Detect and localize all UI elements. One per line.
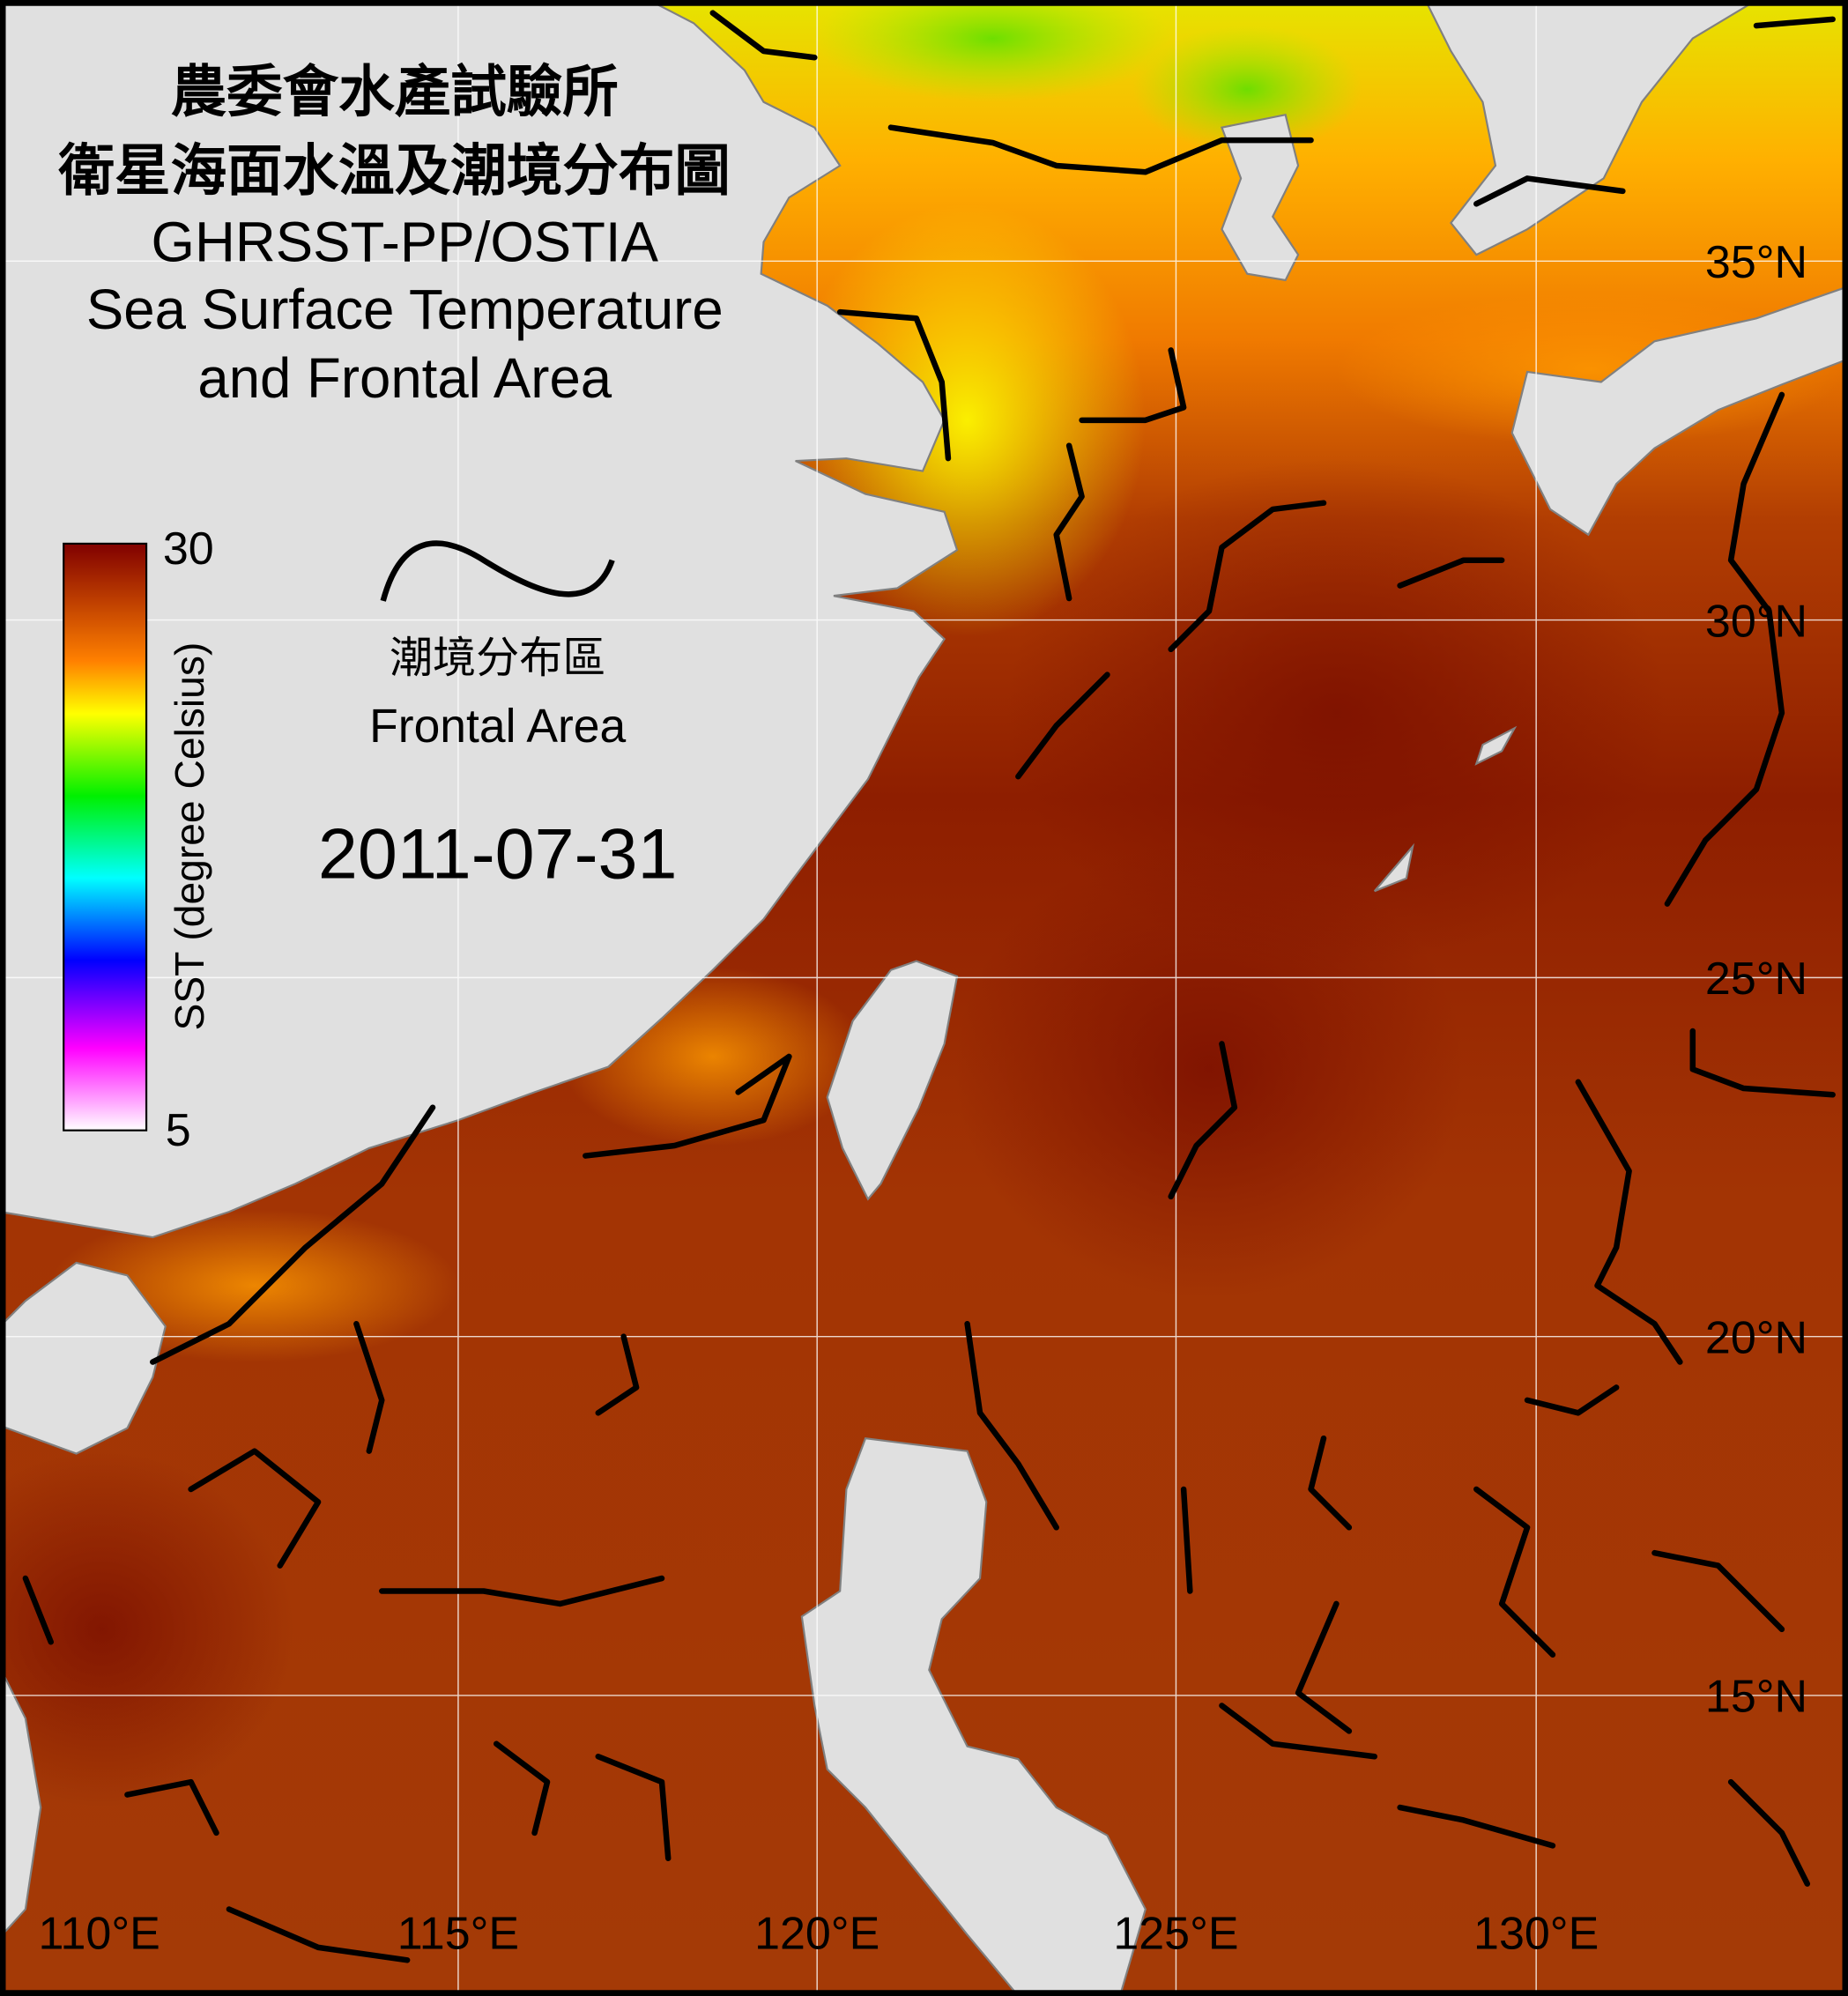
lon-label-120e: 120°E bbox=[754, 1908, 879, 1959]
frontal-line bbox=[595, 1333, 640, 1416]
frontal-line bbox=[124, 1778, 219, 1836]
frontal-line bbox=[379, 1575, 665, 1607]
colorbar-title: SST (degree Celsius) bbox=[167, 642, 212, 1031]
latitude-labels: 35°N 30°N 25°N 20°N 15°N bbox=[1705, 237, 1807, 1723]
frontal-line bbox=[1397, 557, 1505, 589]
frontal-line bbox=[1664, 391, 1785, 907]
frontal-line bbox=[1575, 1079, 1683, 1365]
frontal-line bbox=[709, 10, 818, 61]
china-mainland bbox=[0, 0, 959, 1239]
warm-pool bbox=[1005, 458, 1667, 968]
colorbar: 30 5 SST (degree Celsius) bbox=[63, 523, 214, 1156]
lon-label-125e: 125°E bbox=[1113, 1908, 1238, 1959]
frontal-line bbox=[353, 1320, 385, 1454]
japan bbox=[1510, 286, 1848, 537]
title-chinese: 衛星海面水溫及潮境分布圖 bbox=[58, 137, 731, 203]
lat-label-35n: 35°N bbox=[1705, 237, 1807, 288]
colorbar-max-label: 30 bbox=[163, 523, 214, 575]
warm-pool bbox=[954, 840, 1464, 1299]
frontal-line bbox=[1651, 1549, 1785, 1633]
hainan bbox=[0, 1261, 167, 1455]
lon-label-130e: 130°E bbox=[1473, 1908, 1599, 1959]
frontal-line bbox=[1473, 1486, 1556, 1658]
okinawa-island bbox=[1474, 725, 1518, 766]
vietnam bbox=[0, 1666, 42, 1939]
longitude-labels: 110°E 115°E 120°E 125°E 130°E bbox=[38, 1908, 1599, 1959]
frontal-legend: 潮境分布區 Frontal Area bbox=[369, 540, 626, 753]
frontal-lines bbox=[22, 10, 1836, 1963]
frontal-line bbox=[1397, 1804, 1556, 1849]
frontal-line bbox=[1053, 442, 1085, 602]
frontal-line bbox=[1473, 175, 1626, 207]
frontal-line bbox=[595, 1754, 672, 1862]
legend-label-zh: 潮境分布區 bbox=[390, 632, 605, 683]
frontal-line bbox=[22, 1575, 55, 1645]
title-block: 農委會水產試驗所 衛星海面水溫及潮境分布圖 GHRSST-PP/OSTIA Se… bbox=[58, 59, 731, 410]
title-english-1: Sea Surface Temperature bbox=[86, 278, 724, 341]
taiwan bbox=[826, 960, 959, 1201]
lat-label-20n: 20°N bbox=[1705, 1312, 1807, 1363]
frontal-line bbox=[1219, 1703, 1378, 1760]
frontal-line bbox=[1168, 1041, 1238, 1200]
frontal-line bbox=[964, 1320, 1059, 1531]
frontal-line bbox=[887, 124, 1314, 175]
frontal-line bbox=[583, 1053, 792, 1159]
cool-patch bbox=[814, 0, 1171, 102]
frontal-line bbox=[1308, 1435, 1353, 1531]
frontal-line bbox=[1727, 1778, 1811, 1887]
frontal-line bbox=[1753, 16, 1836, 29]
frontal-line bbox=[1015, 672, 1110, 780]
frontal-line bbox=[493, 1740, 551, 1836]
frontal-line bbox=[1180, 1486, 1193, 1594]
frontal-line-symbol bbox=[380, 540, 615, 602]
colorbar-gradient bbox=[63, 542, 148, 1132]
frontal-line bbox=[1524, 1384, 1620, 1416]
lon-label-115e: 115°E bbox=[397, 1908, 519, 1959]
frontal-line bbox=[1689, 1028, 1836, 1098]
frontal-line bbox=[836, 308, 952, 462]
title-institute: 農委會水產試驗所 bbox=[171, 59, 619, 124]
frontal-line bbox=[1168, 500, 1327, 653]
lon-label-110e: 110°E bbox=[38, 1908, 160, 1959]
lat-label-30n: 30°N bbox=[1705, 596, 1807, 647]
luzon bbox=[800, 1437, 1147, 1996]
frontal-line bbox=[188, 1448, 322, 1569]
lat-label-25n: 25°N bbox=[1705, 953, 1807, 1005]
okinawa-island bbox=[1373, 842, 1414, 893]
map-date: 2011-07-31 bbox=[318, 815, 678, 894]
colorbar-min-label: 5 bbox=[166, 1105, 191, 1156]
cool-patch bbox=[1132, 26, 1362, 153]
title-english-2: and Frontal Area bbox=[197, 347, 612, 410]
legend-label-en: Frontal Area bbox=[369, 701, 626, 753]
frontal-line bbox=[1295, 1600, 1353, 1734]
frontal-line bbox=[226, 1906, 411, 1963]
title-product: GHRSST-PP/OSTIA bbox=[152, 211, 659, 273]
warm-pool bbox=[0, 1451, 293, 1807]
frontal-line bbox=[150, 1104, 436, 1365]
lat-label-15n: 15°N bbox=[1705, 1672, 1807, 1723]
frontal-line bbox=[1079, 347, 1187, 424]
